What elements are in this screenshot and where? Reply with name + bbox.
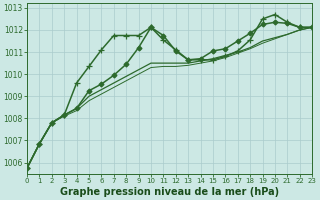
X-axis label: Graphe pression niveau de la mer (hPa): Graphe pression niveau de la mer (hPa)	[60, 187, 279, 197]
